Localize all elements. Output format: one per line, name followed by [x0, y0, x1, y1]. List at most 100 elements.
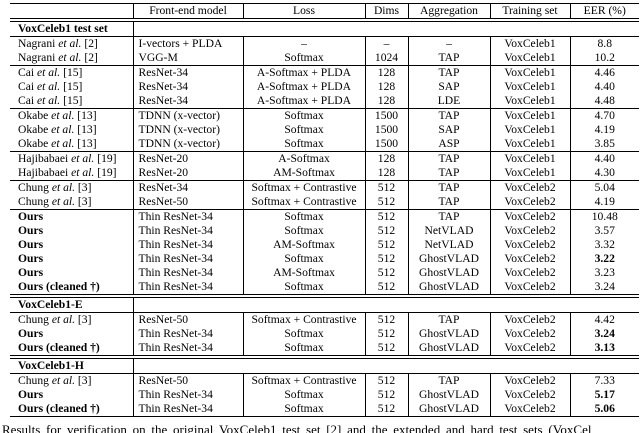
table-row: Cai et al. [15] ResNet-34 A-Softmax + PLDA… — [10, 94, 639, 109]
cell-front-end-model: ResNet-50 — [132, 195, 243, 210]
cell-aggregation: GhostVLAD — [407, 388, 490, 402]
cell-method: Cai et al. [15] — [18, 94, 83, 107]
table-header-row: Front-end model Loss Dims Aggregation Traini… — [10, 3, 639, 19]
cell-loss: Softmax + Contrastive — [242, 373, 365, 388]
cell-loss: Softmax — [242, 341, 365, 356]
cell-front-end-model: ResNet-20 — [132, 166, 243, 181]
cell-method: Okabe et al. [13] — [18, 137, 97, 150]
cell-front-end-model: I-vectors + PLDA — [132, 36, 243, 51]
cell-eer: 4.42 — [569, 312, 639, 327]
cell-method: Chung et al. [3] — [18, 195, 92, 208]
cell-eer: 5.06 — [569, 402, 639, 417]
cell-aggregation: TAP — [407, 65, 490, 80]
cell-method: Ours — [18, 388, 44, 401]
table-row: Ours Thin ResNet-34 Softmax 512 GhostVLAD Vox… — [10, 388, 639, 402]
cell-aggregation: LDE — [407, 94, 490, 109]
cell-aggregation: SAP — [407, 123, 490, 137]
cell-dims: 1500 — [364, 137, 408, 152]
cell-training-set: VoxCeleb2 — [489, 266, 570, 280]
cell-loss: – — [242, 36, 365, 51]
cell-eer: 4.30 — [569, 166, 639, 181]
cell-method: Okabe et al. [13] — [18, 123, 97, 136]
cell-dims: 512 — [364, 209, 408, 224]
cell-dims: 128 — [364, 94, 408, 109]
column-header: Front-end model — [132, 3, 243, 19]
cell-training-set: VoxCeleb1 — [489, 36, 570, 51]
cell-loss: AM-Softmax — [242, 166, 365, 181]
cell-front-end-model: Thin ResNet-34 — [132, 388, 243, 402]
cell-loss: Softmax — [242, 123, 365, 137]
cell-loss: Softmax — [242, 402, 365, 417]
cell-dims: 512 — [364, 252, 408, 266]
cell-dims: 1024 — [364, 51, 408, 66]
column-header — [10, 4, 133, 19]
table-row: Okabe et al. [13] TDNN (x-vector) Softmax 1… — [10, 137, 639, 152]
cell-method: Chung et al. [3] — [18, 313, 92, 326]
cell-aggregation: GhostVLAD — [407, 252, 490, 266]
cell-dims: 1500 — [364, 108, 408, 123]
cell-front-end-model: Thin ResNet-34 — [132, 238, 243, 252]
column-header: EER (%) — [569, 3, 639, 19]
cell-dims: 512 — [364, 195, 408, 210]
cell-training-set: VoxCeleb1 — [489, 151, 570, 166]
cell-dims: 512 — [364, 327, 408, 341]
cell-training-set: VoxCeleb2 — [489, 341, 570, 356]
cell-dims: 512 — [364, 402, 408, 417]
cell-method: Ours — [18, 327, 44, 340]
cell-aggregation: TAP — [407, 151, 490, 166]
double-rule-line — [10, 18, 639, 22]
cell-loss: A-Softmax + PLDA — [242, 65, 365, 80]
table-row: Nagrani et al. [2] VGG-M Softmax 1024 TAP Vox… — [10, 51, 639, 66]
cell-front-end-model: TDNN (x-vector) — [132, 137, 243, 152]
cell-method: Hajibabaei et al. [19] — [18, 166, 117, 179]
table-row: Chung et al. [3] ResNet-50 Softmax + Contr… — [10, 373, 639, 388]
cell-aggregation: NetVLAD — [407, 238, 490, 252]
table-row: Nagrani et al. [2] I-vectors + PLDA – – – Vox… — [10, 36, 639, 51]
cell-eer: 3.85 — [569, 137, 639, 152]
double-rule — [10, 18, 639, 22]
cell-dims: 128 — [364, 166, 408, 181]
cell-eer: 4.40 — [569, 80, 639, 94]
cell-front-end-model: Thin ResNet-34 — [132, 280, 243, 295]
cell-aggregation: TAP — [407, 312, 490, 327]
double-rule-line — [10, 294, 639, 298]
cell-training-set: VoxCeleb2 — [489, 327, 570, 341]
cell-loss: Softmax + Contrastive — [242, 180, 365, 195]
cell-dims: 512 — [364, 373, 408, 388]
cell-aggregation: TAP — [407, 195, 490, 210]
table-row: Hajibabaei et al. [19] ResNet-20 AM-Softma… — [10, 166, 639, 181]
column-header: Loss — [242, 3, 365, 19]
table-row: Cai et al. [15] ResNet-34 A-Softmax + PLDA… — [10, 65, 639, 80]
cell-dims: – — [364, 36, 408, 51]
cell-eer: 10.48 — [569, 209, 639, 224]
cell-training-set: VoxCeleb1 — [489, 80, 570, 94]
cell-eer: 4.70 — [569, 108, 639, 123]
cell-dims: 512 — [364, 238, 408, 252]
cell-front-end-model: Thin ResNet-34 — [132, 209, 243, 224]
cell-loss: Softmax — [242, 137, 365, 152]
cell-loss: AM-Softmax — [242, 238, 365, 252]
table-row: Ours (cleaned †) Thin ResNet-34 Softmax 512… — [10, 402, 639, 417]
cell-method: Hajibabaei et al. [19] — [10, 151, 133, 166]
cell-training-set: VoxCeleb2 — [489, 224, 570, 238]
cell-aggregation: – — [407, 36, 490, 51]
cell-method: Ours (cleaned †) — [18, 280, 100, 293]
cell-loss: Softmax — [242, 280, 365, 295]
cell-eer: 3.23 — [569, 266, 639, 280]
cell-eer: 8.8 — [569, 36, 639, 51]
cell-loss: AM-Softmax — [242, 266, 365, 280]
section-title: VoxCeleb1-H — [10, 358, 133, 374]
cell-loss: Softmax — [242, 224, 365, 238]
cell-front-end-model: ResNet-34 — [132, 180, 243, 195]
cell-aggregation: GhostVLAD — [407, 280, 490, 295]
section-title-spacer — [132, 21, 639, 37]
section-title-row: VoxCeleb1-E — [10, 297, 639, 313]
cell-training-set: VoxCeleb2 — [489, 209, 570, 224]
cell-dims: 512 — [364, 180, 408, 195]
cell-aggregation: TAP — [407, 373, 490, 388]
cell-training-set: VoxCeleb1 — [489, 94, 570, 109]
cell-aggregation: TAP — [407, 180, 490, 195]
cell-eer: 4.48 — [569, 94, 639, 109]
table-caption: Results for verification on the original… — [2, 422, 592, 433]
table-row: Chung et al. [3] ResNet-34 Softmax + Contr… — [10, 180, 639, 195]
